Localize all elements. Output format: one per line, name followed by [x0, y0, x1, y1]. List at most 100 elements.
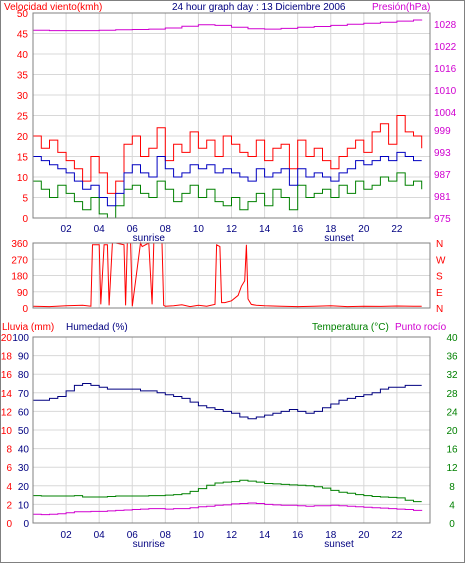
x-tick-10: 10 — [193, 530, 205, 541]
p1-right-tick-1028: 1028 — [434, 20, 457, 31]
p3-humidity-tick-6: 60 — [18, 407, 30, 418]
p1-left-tick-45: 45 — [17, 30, 29, 41]
p1-series-1 — [33, 172, 423, 219]
x-tick-16: 16 — [292, 530, 304, 541]
p1-left-tick-20: 20 — [17, 132, 29, 143]
temperature-label: Temperatura (°C) — [312, 322, 389, 333]
p3-humidity-tick-4: 40 — [18, 445, 30, 456]
p1-right-tick-981: 981 — [434, 192, 451, 203]
p1-left-tick-15: 15 — [17, 153, 29, 164]
x-tick-18: 18 — [325, 530, 337, 541]
wind-speed-label: Velocidad viento(kmh) — [4, 2, 102, 13]
p3-rain-tick-3: 6 — [6, 463, 12, 474]
p3-temp-tick-1: 4 — [449, 500, 455, 511]
x-tick-02: 02 — [61, 530, 73, 541]
x-tick-22: 22 — [391, 224, 403, 235]
x-tick-14: 14 — [259, 224, 271, 235]
x-tick-14: 14 — [259, 530, 271, 541]
p3-rain-tick-0: 0 — [6, 519, 12, 530]
p1-right-tick-999: 999 — [434, 126, 451, 137]
p1-left-tick-40: 40 — [17, 50, 29, 61]
p3-rain-tick-9: 18 — [1, 352, 13, 363]
humidity-label: Humedad (%) — [66, 322, 128, 333]
p3-rain-tick-5: 10 — [1, 426, 13, 437]
p1-right-tick-1016: 1016 — [434, 64, 457, 75]
chart-title: 24 hour graph day : 13 Diciembre 2006 — [172, 2, 346, 13]
p3-humidity-tick-9: 90 — [18, 352, 30, 363]
p3-temp-tick-4: 16 — [446, 445, 458, 456]
pressure-label: Presión(hPa) — [372, 2, 430, 13]
p1-left-tick-30: 30 — [17, 91, 29, 102]
dewpoint-label: Punto rocío — [395, 322, 447, 333]
p3-temp-tick-9: 36 — [446, 352, 458, 363]
p3-rain-tick-6: 12 — [1, 407, 13, 418]
p1-right-tick-987: 987 — [434, 170, 451, 181]
p1-left-tick-5: 5 — [22, 194, 28, 205]
p1-left-tick-0: 0 — [22, 214, 28, 225]
p3-temp-tick-7: 28 — [446, 389, 458, 400]
p1-series-2 — [33, 151, 422, 207]
p2-series-0 — [32, 241, 422, 308]
p2-right-tick-3: E — [436, 288, 443, 299]
p1-left-tick-35: 35 — [17, 71, 29, 82]
p3-rain-tick-7: 14 — [1, 389, 13, 400]
x-tick-04: 04 — [94, 530, 106, 541]
p3-humidity-tick-1: 10 — [18, 500, 30, 511]
p2-left-tick-180: 180 — [11, 272, 28, 283]
p1-right-tick-1010: 1010 — [434, 86, 457, 97]
p1-plot-area — [32, 12, 431, 219]
p2-right-tick-4: N — [436, 304, 443, 315]
p2-right-tick-2: S — [436, 272, 443, 283]
p3-temp-tick-10: 40 — [446, 333, 458, 344]
p2-right-tick-0: N — [436, 239, 443, 250]
x-tick-20: 20 — [358, 224, 370, 235]
x-tick-12: 12 — [226, 530, 238, 541]
x-tick-20: 20 — [358, 530, 370, 541]
p3-temp-tick-3: 12 — [446, 463, 458, 474]
x-tick-18: 18 — [325, 224, 337, 235]
p3-temp-tick-5: 20 — [446, 426, 458, 437]
x-tick-16: 16 — [292, 224, 304, 235]
p3-humidity-tick-8: 80 — [18, 370, 30, 381]
sunrise-label: sunrise — [133, 539, 166, 550]
p1-left-tick-50: 50 — [17, 9, 29, 20]
p2-left-tick-0: 0 — [22, 304, 28, 315]
p2-left-tick-360: 360 — [11, 239, 28, 250]
p2-left-tick-270: 270 — [11, 255, 28, 266]
p1-series-3 — [33, 19, 423, 32]
x-tick-06: 06 — [127, 224, 139, 235]
x-tick-02: 02 — [61, 224, 73, 235]
x-tick-12: 12 — [226, 224, 238, 235]
p3-humidity-tick-3: 30 — [18, 463, 30, 474]
p1-left-tick-10: 10 — [17, 173, 29, 184]
sunset-label: sunset — [324, 233, 354, 244]
p1-series-0 — [33, 115, 423, 194]
p3-humidity-tick-5: 50 — [18, 426, 30, 437]
rain-label: Lluvia (mm) — [2, 322, 54, 333]
p3-temp-tick-2: 8 — [449, 482, 455, 493]
p3-temp-tick-8: 32 — [446, 370, 458, 381]
p3-humidity-tick-7: 70 — [18, 389, 30, 400]
p2-plot-area — [32, 242, 431, 309]
sunset-label: sunset — [324, 539, 354, 550]
p1-right-tick-975: 975 — [434, 214, 451, 225]
sunrise-label: sunrise — [133, 233, 166, 244]
x-tick-10: 10 — [193, 224, 205, 235]
p3-rain-tick-4: 8 — [6, 445, 12, 456]
p3-series-1 — [33, 479, 422, 503]
p3-plot-area — [32, 336, 431, 524]
x-tick-08: 08 — [160, 530, 172, 541]
x-tick-04: 04 — [94, 224, 106, 235]
p1-right-tick-1004: 1004 — [434, 108, 457, 119]
p3-humidity-tick-2: 20 — [18, 482, 30, 493]
p3-humidity-tick-10: 100 — [12, 333, 29, 344]
p3-series-0 — [33, 383, 422, 420]
p1-left-tick-25: 25 — [17, 112, 29, 123]
p3-rain-tick-2: 4 — [6, 482, 12, 493]
p3-temp-tick-6: 24 — [446, 407, 458, 418]
p3-rain-tick-10: 20 — [1, 333, 13, 344]
p3-humidity-tick-0: 0 — [23, 519, 29, 530]
x-tick-08: 08 — [160, 224, 172, 235]
